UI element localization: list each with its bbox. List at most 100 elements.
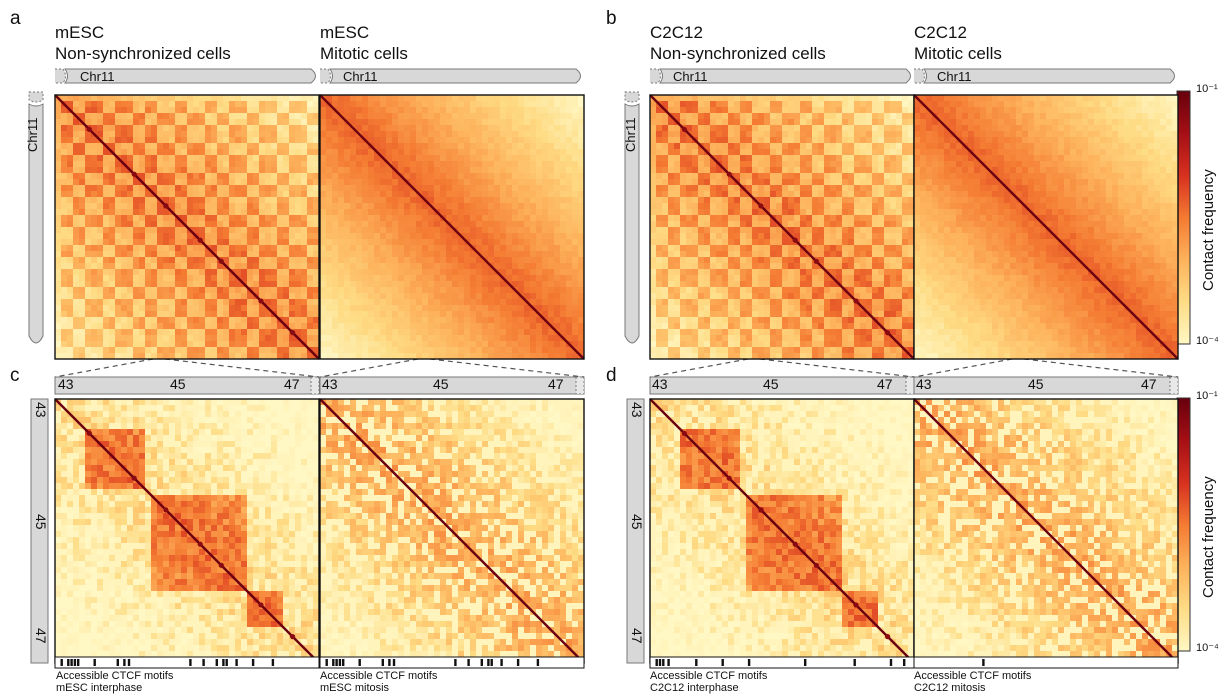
heatmap-cell [326, 257, 333, 264]
heatmap-cell [301, 149, 308, 156]
heatmap-cell [356, 197, 363, 204]
heatmap-cell [301, 167, 308, 174]
heatmap-cell [464, 263, 471, 270]
heatmap-cell [536, 317, 543, 324]
heatmap-cell [542, 149, 549, 156]
heatmap-cell [812, 155, 819, 162]
heatmap-cell [163, 101, 170, 108]
heatmap-cell [398, 299, 405, 306]
heatmap-cell [157, 179, 164, 186]
heatmap-cell [91, 113, 98, 120]
heatmap-cell [836, 227, 843, 234]
heatmap-cell [109, 287, 116, 294]
heatmap-cell [656, 155, 663, 162]
heatmap-cell [542, 119, 549, 126]
heatmap-cell [506, 257, 513, 264]
heatmap-cell [247, 335, 254, 342]
heatmap-cell [578, 269, 585, 276]
heatmap-cell [265, 287, 272, 294]
heatmap-cell [356, 257, 363, 264]
heatmap-cell [313, 305, 320, 312]
heatmap-cell [79, 275, 86, 282]
heatmap-cell [764, 161, 771, 168]
heatmap-cell [326, 347, 333, 354]
heatmap-cell [313, 287, 320, 294]
heatmap-cell [103, 269, 110, 276]
heatmap-cell [668, 185, 675, 192]
heatmap-cell [193, 137, 200, 144]
heatmap-cell [109, 173, 116, 180]
heatmap-cell [536, 131, 543, 138]
heatmap-cell [313, 191, 320, 198]
heatmap-cell [470, 167, 477, 174]
heatmap-cell [506, 245, 513, 252]
zoom-connector-line [649, 358, 749, 378]
heatmap-cell [115, 101, 122, 108]
heatmap-cell [229, 107, 236, 114]
heatmap-cell [121, 287, 128, 294]
heatmap-cell [301, 221, 308, 228]
heatmap-cell [157, 161, 164, 168]
heatmap-cell [506, 113, 513, 120]
heatmap-cell [404, 263, 411, 270]
heatmap-cell [139, 119, 146, 126]
heatmap-cell [241, 335, 248, 342]
heatmap-cell [530, 317, 537, 324]
heatmap-cell [476, 191, 483, 198]
heatmap-cell [193, 317, 200, 324]
heatmap-cell [866, 95, 873, 102]
heatmap-cell [380, 149, 387, 156]
heatmap-cell [662, 173, 669, 180]
heatmap-cell [79, 251, 86, 258]
heatmap-cell [812, 107, 819, 114]
heatmap-cell [524, 119, 531, 126]
heatmap-cell [229, 245, 236, 252]
heatmap-cell [326, 191, 333, 198]
heatmap-cell [109, 107, 116, 114]
heatmap-cell [61, 197, 68, 204]
heatmap-cell [512, 275, 519, 282]
heatmap-cell [854, 179, 861, 186]
heatmap-cell [890, 233, 897, 240]
heatmap-cell [73, 245, 80, 252]
heatmap-cell [710, 167, 717, 174]
heatmap-cell [199, 329, 206, 336]
heatmap-cell [884, 185, 891, 192]
heatmap-cell [662, 221, 669, 228]
heatmap-cell [79, 341, 86, 348]
heatmap-cell [199, 341, 206, 348]
heatmap-cell [97, 143, 104, 150]
heatmap-cell [211, 215, 218, 222]
heatmap-cell [908, 161, 915, 168]
heatmap-cell [518, 239, 525, 246]
heatmap-cell [259, 221, 266, 228]
heatmap-cell [127, 119, 134, 126]
heatmap-cell [758, 227, 765, 234]
heatmap-cell [464, 179, 471, 186]
heatmap-cell [344, 179, 351, 186]
heatmap-cell [205, 233, 212, 240]
heatmap-cell [392, 137, 399, 144]
heatmap-cell [896, 173, 903, 180]
heatmap-cell [295, 299, 302, 306]
heatmap-cell [151, 155, 158, 162]
heatmap-cell [698, 101, 705, 108]
heatmap-cell [848, 179, 855, 186]
heatmap-cell [686, 125, 693, 132]
heatmap-cell [422, 119, 429, 126]
heatmap-cell [368, 179, 375, 186]
heatmap-cell [458, 287, 465, 294]
heatmap-cell [416, 173, 423, 180]
heatmap-cell [145, 101, 152, 108]
heatmap-cell [446, 311, 453, 318]
heatmap-cell [133, 215, 140, 222]
heatmap-cell [578, 227, 585, 234]
heatmap-cell [338, 275, 345, 282]
heatmap-cell [326, 263, 333, 270]
heatmap-cell [97, 215, 104, 222]
heatmap-cell [199, 335, 206, 342]
heatmap-cell [199, 137, 206, 144]
heatmap-cell [368, 155, 375, 162]
heatmap-cell [338, 335, 345, 342]
